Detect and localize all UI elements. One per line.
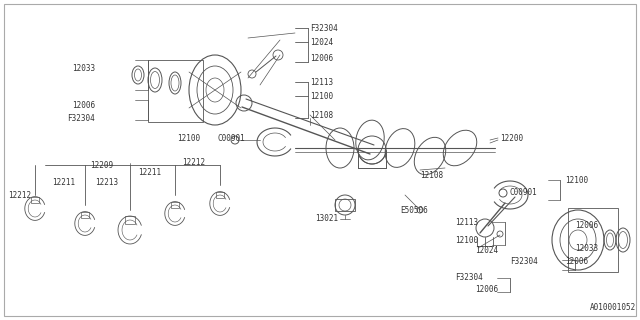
Text: 13021: 13021 [315, 213, 338, 222]
Text: 12113: 12113 [455, 218, 478, 227]
Text: 12024: 12024 [475, 245, 498, 254]
Text: 12200: 12200 [500, 133, 523, 142]
Text: 12113: 12113 [310, 77, 333, 86]
Text: 12006: 12006 [310, 53, 333, 62]
Text: 12211: 12211 [52, 178, 75, 187]
Text: 12006: 12006 [72, 100, 95, 109]
Bar [148, 60, 203, 122]
Bar [81, 212, 89, 219]
Text: 12212: 12212 [182, 157, 205, 166]
Text: 12033: 12033 [72, 63, 95, 73]
Text: F32304: F32304 [310, 23, 338, 33]
Bar [125, 216, 135, 224]
Text: C00901: C00901 [510, 188, 538, 196]
Text: 12100: 12100 [310, 92, 333, 100]
Text: 12006: 12006 [475, 285, 498, 294]
Text: 12108: 12108 [310, 110, 333, 119]
Text: 12024: 12024 [310, 37, 333, 46]
Text: 12209: 12209 [90, 161, 113, 170]
Text: 12006: 12006 [575, 220, 598, 229]
Text: C00901: C00901 [218, 133, 246, 142]
Text: 12213: 12213 [95, 178, 118, 187]
Bar [171, 202, 179, 208]
Bar [335, 199, 355, 211]
Text: E50506: E50506 [400, 205, 428, 214]
Bar [568, 208, 618, 272]
Text: 12033: 12033 [575, 244, 598, 252]
Text: A010001052: A010001052 [589, 303, 636, 312]
Text: 12006: 12006 [565, 258, 588, 267]
Text: 12108: 12108 [420, 171, 443, 180]
Text: 12211: 12211 [138, 167, 161, 177]
Text: 12100: 12100 [565, 175, 588, 185]
Text: F32304: F32304 [510, 258, 538, 267]
Bar [216, 192, 224, 198]
Text: 12100: 12100 [177, 133, 200, 142]
Bar [31, 196, 39, 204]
Text: 12212: 12212 [8, 190, 31, 199]
Text: 12100: 12100 [455, 236, 478, 244]
Text: F32304: F32304 [67, 114, 95, 123]
Text: F32304: F32304 [455, 274, 483, 283]
